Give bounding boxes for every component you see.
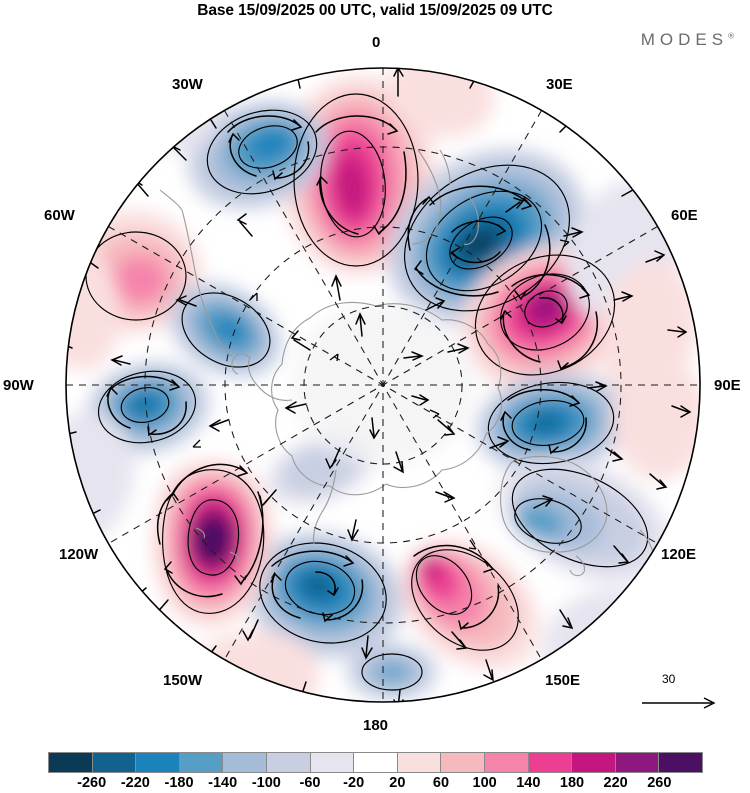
- wind-reference-arrow-icon: [642, 697, 716, 709]
- colorbar-swatch: [136, 753, 180, 772]
- lon-label-90E: 90E: [714, 377, 741, 394]
- wind-tick-marks: [192, 239, 570, 550]
- colorbar-tick: 100: [472, 775, 497, 791]
- colorbar-tick: 220: [603, 775, 628, 791]
- colorbar-tick: -20: [343, 775, 365, 791]
- lon-label-60E: 60E: [671, 207, 698, 224]
- colorbar-tick: 60: [432, 775, 450, 791]
- colorbar-swatch: [528, 753, 573, 772]
- modes-logo: MODES®: [641, 30, 734, 50]
- coastlines: [159, 149, 660, 593]
- map-contents: [66, 68, 700, 702]
- page-title: Base 15/09/2025 00 UTC, valid 15/09/2025…: [197, 2, 553, 19]
- colorbar-swatch: [179, 753, 224, 772]
- polar-map-plot: 0 30E 60E 90E 120E 150E 180 150W 120W 90…: [3, 34, 741, 734]
- map-svg: [65, 67, 701, 703]
- colorbar-swatch: [310, 753, 355, 772]
- colorbar-swatch: [266, 753, 311, 772]
- map-boundary-circle: [65, 67, 701, 703]
- registered-mark-icon: ®: [728, 31, 734, 41]
- colorbar-tick: -260: [77, 775, 107, 791]
- wind-reference-value: 30: [662, 672, 676, 686]
- colorbar-tick: -100: [251, 775, 281, 791]
- colorbar-tick: -220: [120, 775, 150, 791]
- colorbar-swatch: [223, 753, 267, 772]
- colorbar-swatch: [354, 753, 398, 772]
- lon-label-90W: 90W: [3, 377, 34, 394]
- lon-label-180: 180: [363, 717, 389, 734]
- colorbar-swatch: [92, 753, 137, 772]
- colorbar-swatch: [615, 753, 660, 772]
- colorbar-tick: -140: [208, 775, 238, 791]
- lon-label-60W: 60W: [44, 207, 75, 224]
- colorbar-tick: 180: [559, 775, 585, 791]
- colorbar-swatch: [484, 753, 529, 772]
- colorbar-swatch: [441, 753, 485, 772]
- colorbar-tick-labels: -260 -220 -180 -140 -100 -60 -20 20 60 100 140 180 2…: [48, 773, 703, 793]
- lon-label-120W: 120W: [59, 546, 99, 563]
- lon-label-120E: 120E: [661, 546, 697, 563]
- lon-label-30E: 30E: [546, 76, 573, 93]
- colorbar-swatch: [659, 753, 702, 772]
- colorbar-swatch: [572, 753, 616, 772]
- logo-text: MODES: [640, 30, 729, 49]
- colorbar: -260 -220 -180 -140 -100 -60 -20 20 60 100 140 180 2…: [48, 752, 703, 791]
- colorbar-tick: -60: [299, 775, 321, 791]
- wind-reference-key: 30: [640, 672, 730, 720]
- colorbar-tick: 260: [647, 775, 672, 791]
- colorbar-tick: 20: [389, 775, 406, 791]
- graticule: [66, 68, 700, 702]
- colorbar-swatch: [49, 753, 93, 772]
- colorbar-swatches: [48, 752, 703, 773]
- colorbar-tick: -180: [164, 775, 194, 791]
- colorbar-tick: 140: [516, 775, 541, 791]
- lon-label-150E: 150E: [545, 672, 581, 689]
- lon-label-0: 0: [372, 34, 381, 51]
- lon-label-30W: 30W: [172, 76, 203, 93]
- contour-lines: [85, 93, 649, 691]
- colorbar-swatch: [397, 753, 442, 772]
- lon-label-150W: 150W: [163, 672, 203, 689]
